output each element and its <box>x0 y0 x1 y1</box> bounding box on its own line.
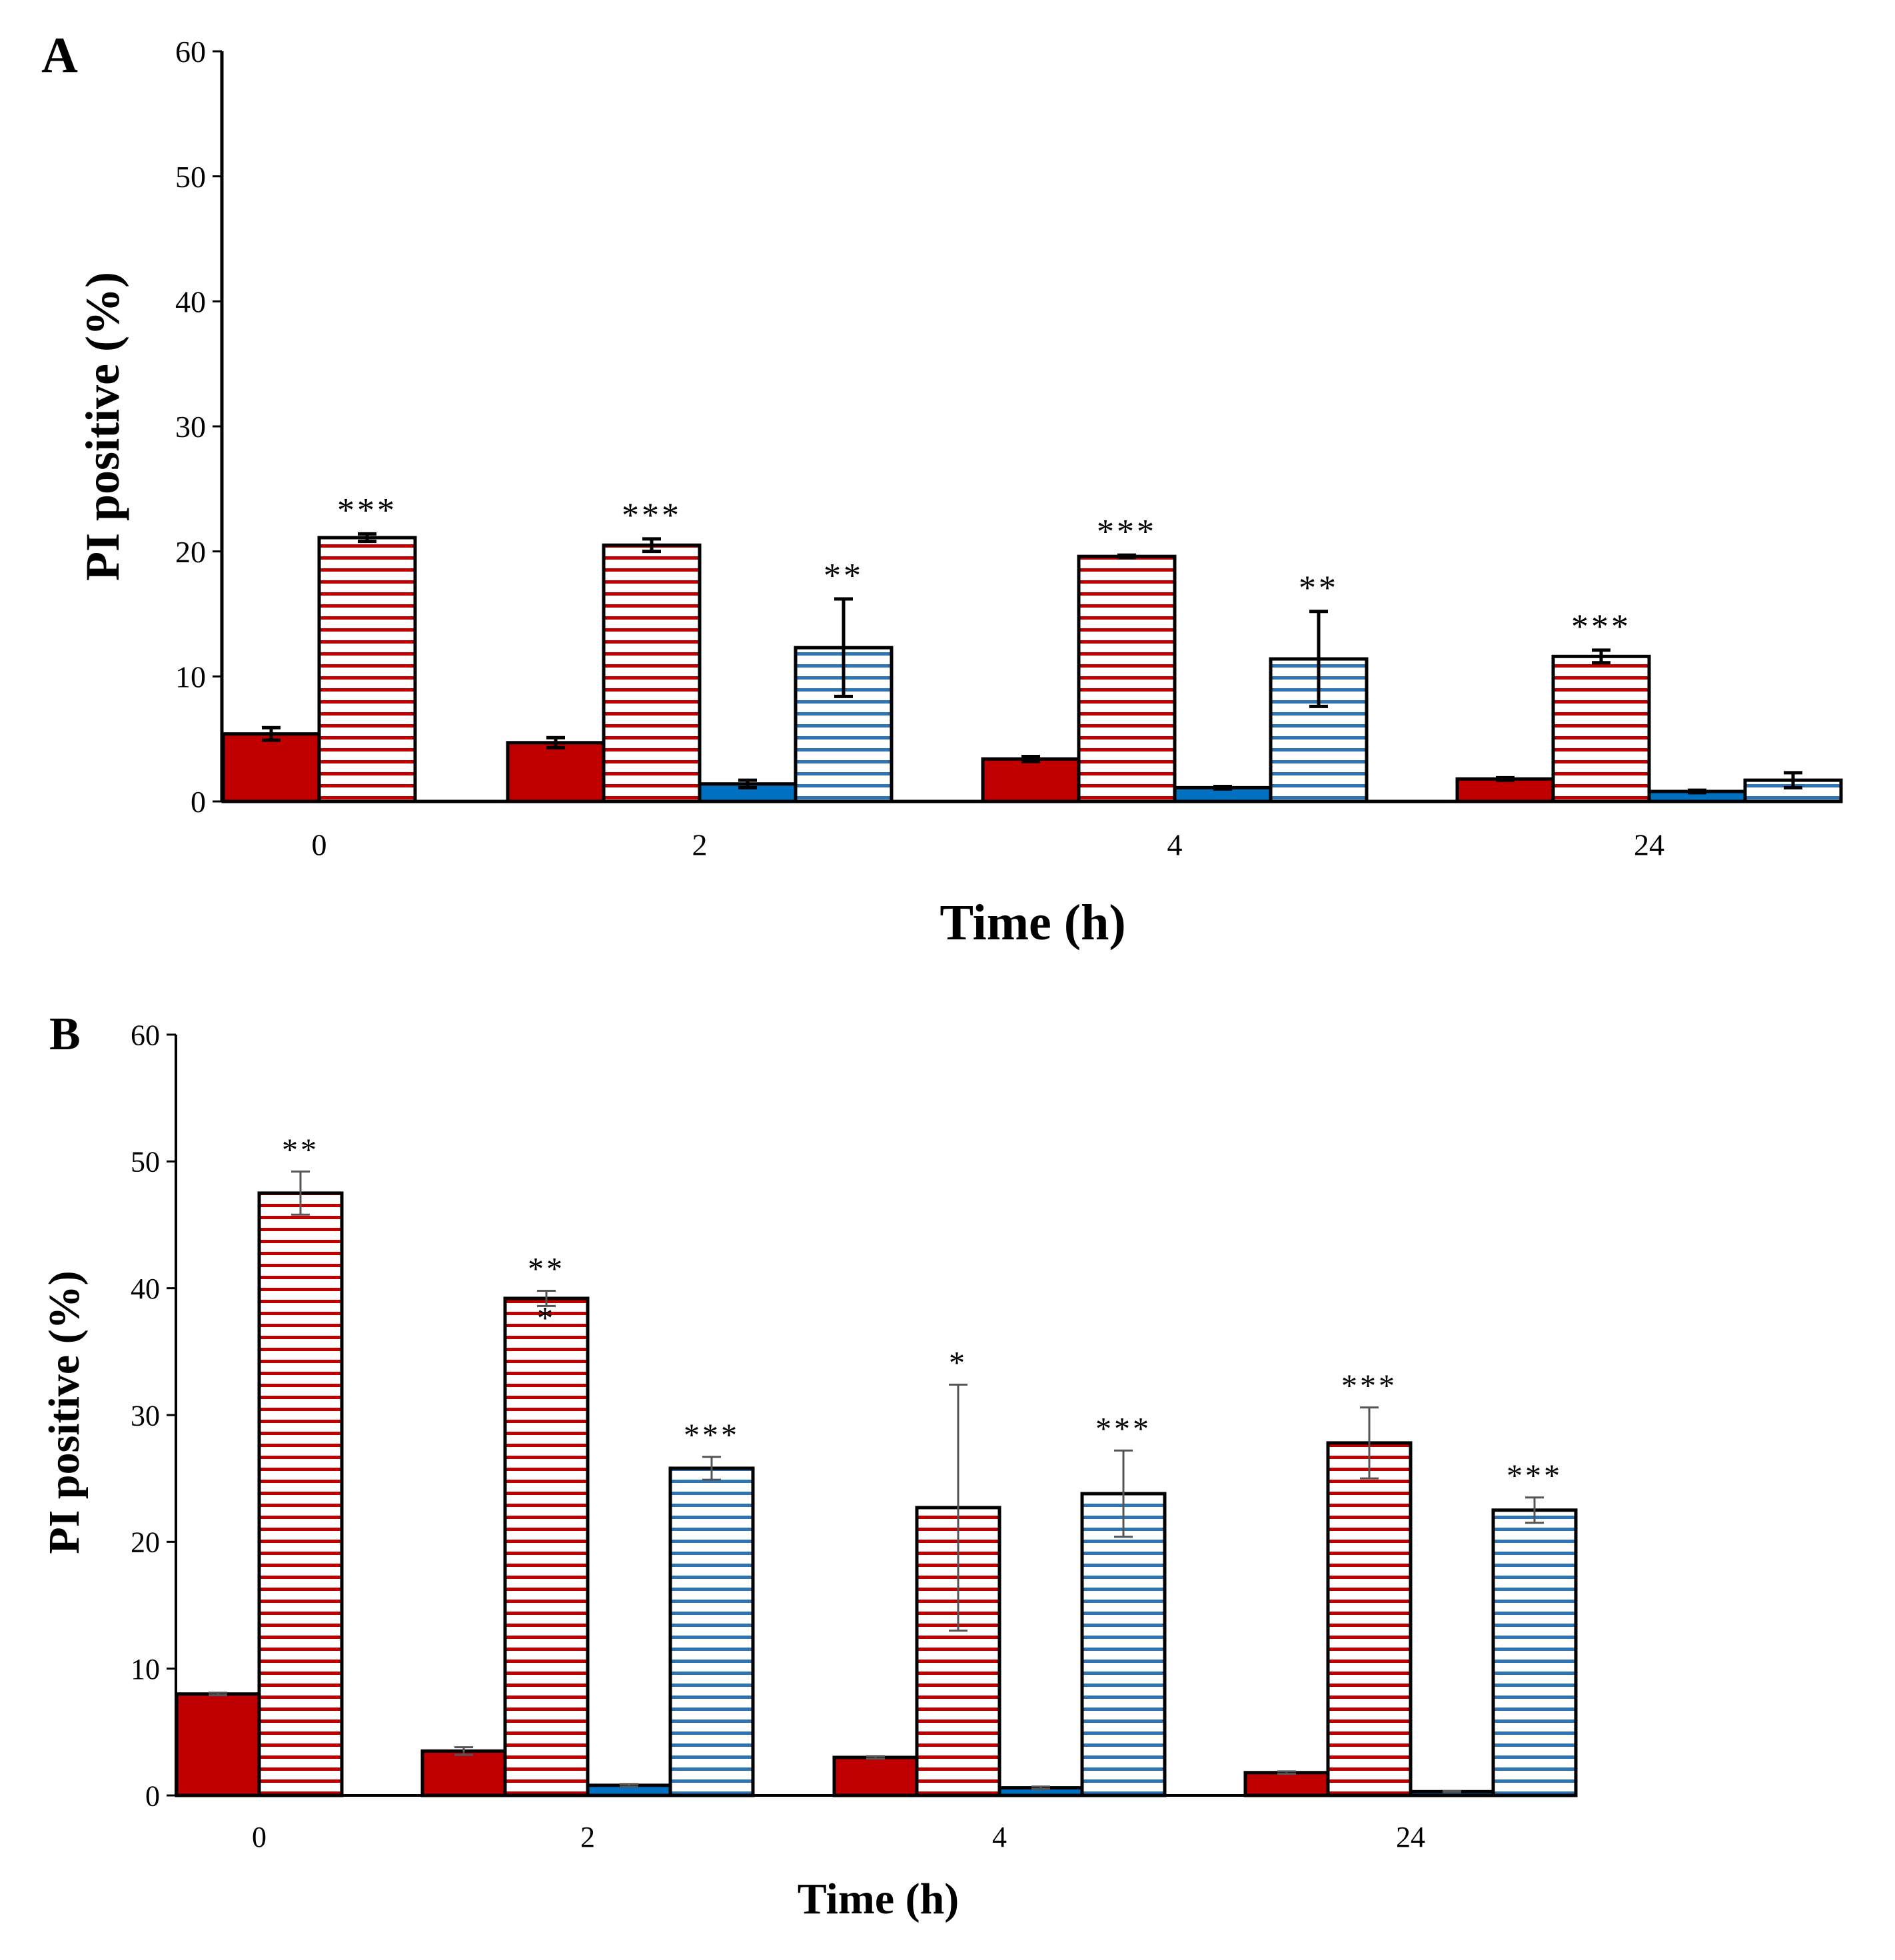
significance-stars: *** <box>1571 608 1631 646</box>
bar <box>506 741 606 803</box>
y-tick-label: 0 <box>145 1779 160 1812</box>
significance-stars: ** <box>528 1252 565 1287</box>
bar <box>1455 777 1555 803</box>
y-tick-label: 30 <box>131 1399 160 1432</box>
x-tick-label: 4 <box>1167 828 1183 862</box>
x-tick-label: 24 <box>1634 828 1664 862</box>
significance-stars: *** <box>1507 1458 1563 1494</box>
y-axis-title: PI positive (%) <box>40 1270 89 1554</box>
y-tick-label: 40 <box>131 1272 160 1305</box>
bar <box>602 543 702 803</box>
y-tick-label: 30 <box>175 410 206 444</box>
x-tick-label: 2 <box>692 828 708 862</box>
y-tick-label: 40 <box>175 284 206 318</box>
x-tick-label: 0 <box>252 1821 267 1853</box>
bar <box>1551 654 1651 803</box>
panel-label: B <box>49 1009 81 1060</box>
significance-stars: *** <box>684 1418 740 1453</box>
bar <box>257 1191 344 1797</box>
y-tick-label: 50 <box>131 1146 160 1179</box>
bar <box>668 1466 755 1797</box>
bar <box>1080 1492 1167 1797</box>
bar <box>1326 1441 1413 1797</box>
bar <box>1243 1771 1330 1797</box>
bar <box>1491 1508 1578 1797</box>
significance-stars: *** <box>337 492 397 530</box>
significance-stars: *** <box>1097 513 1157 551</box>
bar <box>221 732 321 803</box>
significance-stars: ** <box>282 1133 319 1168</box>
x-tick-label: 2 <box>580 1821 595 1853</box>
x-tick-label: 24 <box>1396 1821 1425 1853</box>
y-tick-label: 0 <box>191 785 206 819</box>
bar <box>832 1755 919 1797</box>
significance-stars: *** <box>622 497 682 535</box>
significance-stars: ** <box>1299 570 1339 608</box>
y-tick-label: 60 <box>175 35 206 69</box>
bar <box>420 1749 507 1797</box>
y-tick-label: 20 <box>175 535 206 569</box>
bar <box>1077 554 1177 803</box>
bar <box>175 1692 261 1797</box>
panel-label: A <box>41 27 78 83</box>
y-tick-label: 60 <box>131 1019 160 1051</box>
significance-stars: * <box>537 1300 556 1336</box>
x-tick-label: 0 <box>312 828 327 862</box>
y-axis-title: PI positive (%) <box>76 272 129 581</box>
y-tick-label: 20 <box>131 1526 160 1559</box>
significance-stars: *** <box>1095 1411 1151 1446</box>
y-tick-label: 10 <box>175 660 206 694</box>
y-tick-label: 10 <box>131 1653 160 1686</box>
x-tick-label: 4 <box>992 1821 1007 1853</box>
y-tick-label: 50 <box>175 160 206 194</box>
bar <box>981 757 1081 803</box>
bar <box>317 536 417 803</box>
x-axis-title: Time (h) <box>798 1875 959 1923</box>
bar <box>503 1296 590 1797</box>
significance-stars: *** <box>1341 1368 1397 1404</box>
significance-stars: ** <box>824 557 864 595</box>
significance-stars: * <box>949 1346 967 1381</box>
x-axis-title: Time (h) <box>940 895 1125 951</box>
